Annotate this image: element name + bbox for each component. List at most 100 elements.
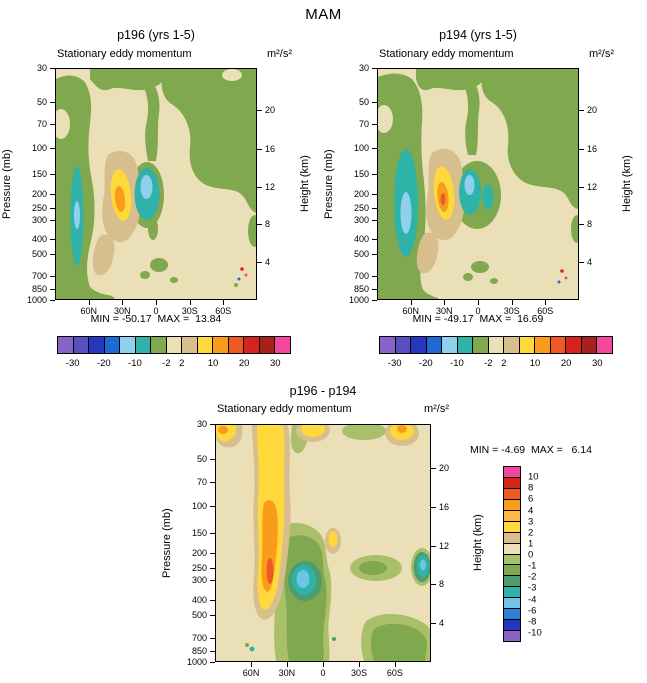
- y-tick-label: 20: [587, 105, 598, 116]
- x-tick-label: 30S: [351, 668, 368, 678]
- x-tick-label: 60N: [242, 668, 260, 678]
- colorbar-cell: [119, 337, 135, 353]
- y-tick-label: 50: [36, 96, 47, 107]
- y-tick-mark: [210, 614, 215, 616]
- colorbar-label: 10: [528, 471, 539, 483]
- y-tick-mark: [50, 147, 55, 149]
- x-tick-label: 0: [320, 668, 326, 678]
- panel-diff-minmax: MIN = -4.69 MAX = 6.14: [470, 444, 592, 456]
- panel-p194-pressure-axis-label: Pressure (mb): [323, 149, 335, 219]
- colorbar-label: -2: [484, 358, 493, 369]
- y-tick-mark: [431, 584, 436, 586]
- y-tick-mark: [210, 580, 215, 582]
- y-tick-mark: [372, 254, 377, 256]
- y-tick-mark: [210, 458, 215, 460]
- x-tick-mark: [511, 300, 513, 305]
- panel-p194-height-axis-label: Height (km): [621, 155, 633, 213]
- y-tick-label: 16: [587, 143, 598, 154]
- x-tick-label: 30N: [114, 306, 131, 316]
- colorbar-cell: [504, 553, 520, 565]
- colorbar-label: -6: [528, 605, 537, 617]
- x-tick-label: 60S: [537, 306, 554, 316]
- y-tick-mark: [431, 545, 436, 547]
- y-tick-mark: [257, 186, 262, 188]
- colorbar-cell: [134, 337, 151, 353]
- colorbar-label: -2: [162, 358, 171, 369]
- colorbar-cell: [258, 337, 275, 353]
- colorbar-label: 2: [179, 358, 185, 369]
- colorbar-cell: [181, 337, 197, 353]
- x-tick-mark: [286, 662, 288, 667]
- x-tick-mark: [444, 300, 446, 305]
- y-tick-label: 200: [31, 188, 47, 199]
- y-tick-mark: [579, 148, 584, 150]
- y-tick-label: 30: [358, 63, 369, 73]
- colorbar-cell: [504, 467, 520, 477]
- y-tick-mark: [372, 276, 377, 278]
- y-tick-mark: [257, 224, 262, 226]
- y-tick-label: 250: [31, 203, 47, 214]
- y-tick-label: 500: [191, 609, 207, 620]
- y-tick-mark: [50, 300, 55, 301]
- panel-diff-title: p196 - p194: [289, 384, 357, 398]
- panel-p194-subtitle-row: Stationary eddy momentum m²/s²: [379, 48, 614, 60]
- y-tick-label: 12: [265, 181, 276, 192]
- contour-plot-diff-svg: [216, 425, 430, 661]
- y-tick-label: 8: [265, 219, 271, 230]
- y-tick-mark: [50, 193, 55, 195]
- colorbar-cell: [518, 337, 535, 353]
- colorbar-cell: [88, 337, 104, 353]
- y-tick-label: 700: [353, 271, 369, 282]
- colorbar-label: 20: [560, 358, 572, 369]
- x-tick-mark: [88, 300, 90, 305]
- y-tick-label: 8: [587, 219, 593, 230]
- colorbar-cell: [504, 531, 520, 543]
- y-tick-mark: [50, 220, 55, 222]
- panel-diff-units: m²/s²: [423, 403, 449, 415]
- y-tick-mark: [50, 124, 55, 126]
- colorbar-cell: [503, 337, 519, 353]
- colorbar-cell: [504, 509, 520, 521]
- panel-diff-colorbar: 10 8 6 4 3 2 1 0 -1 -2 -3 -4 -6 -8 -10: [503, 466, 553, 644]
- y-tick-label: 4: [587, 257, 593, 268]
- y-tick-mark: [257, 148, 262, 150]
- y-tick-mark: [50, 276, 55, 278]
- colorbar-cell: [165, 337, 182, 353]
- y-tick-label: 300: [31, 215, 47, 226]
- y-tick-mark: [372, 300, 377, 301]
- y-tick-label: 1000: [26, 295, 47, 305]
- y-tick-label: 100: [353, 142, 369, 153]
- y-tick-mark: [210, 567, 215, 569]
- y-tick-mark: [579, 262, 584, 264]
- panel-p194-minmax: MIN = -49.17 MAX = 16.69: [412, 313, 544, 325]
- colorbar-cell: [58, 337, 73, 353]
- y-tick-mark: [210, 552, 215, 554]
- colorbar-label: -30: [387, 358, 402, 369]
- y-tick-mark: [257, 110, 262, 112]
- x-tick-label: 60S: [215, 306, 232, 316]
- colorbar-label: 2: [528, 527, 534, 539]
- x-tick-mark: [251, 662, 253, 667]
- y-tick-label: 200: [353, 188, 369, 199]
- colorbar-cell: [274, 337, 290, 353]
- colorbar-cell: [504, 619, 520, 631]
- y-tick-label: 150: [31, 169, 47, 180]
- x-tick-mark: [156, 300, 157, 305]
- panel-p196-pressure-ticks: 30 50 70 100 150 200 250 300 400 500 700 850 1000: [15, 63, 55, 305]
- x-tick-label: 60N: [80, 306, 97, 316]
- y-tick-mark: [50, 101, 55, 103]
- panel-diff-pressure-axis-label: Pressure (mb): [161, 508, 173, 578]
- y-tick-label: 4: [265, 257, 271, 268]
- panel-p196-height-axis-label: Height (km): [299, 155, 311, 213]
- y-tick-label: 400: [31, 234, 47, 245]
- colorbar-label: -30: [65, 358, 80, 369]
- x-tick-mark: [478, 300, 479, 305]
- panel-p196-colorbar: -30 -20 -10 -2 2 10 20 30: [57, 336, 291, 369]
- y-tick-label: 850: [353, 284, 369, 295]
- panel-diff-height-ticks: 20 16 12 8 4: [431, 424, 471, 662]
- colorbar-label: 4: [528, 505, 534, 516]
- colorbar-cell: [504, 586, 520, 598]
- colorbar-cell: [487, 337, 504, 353]
- y-tick-label: 850: [31, 284, 47, 295]
